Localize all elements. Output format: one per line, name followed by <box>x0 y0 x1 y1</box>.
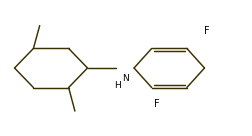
Text: H: H <box>114 81 121 90</box>
Text: F: F <box>153 99 159 109</box>
Text: N: N <box>122 74 129 83</box>
Text: F: F <box>203 26 209 36</box>
